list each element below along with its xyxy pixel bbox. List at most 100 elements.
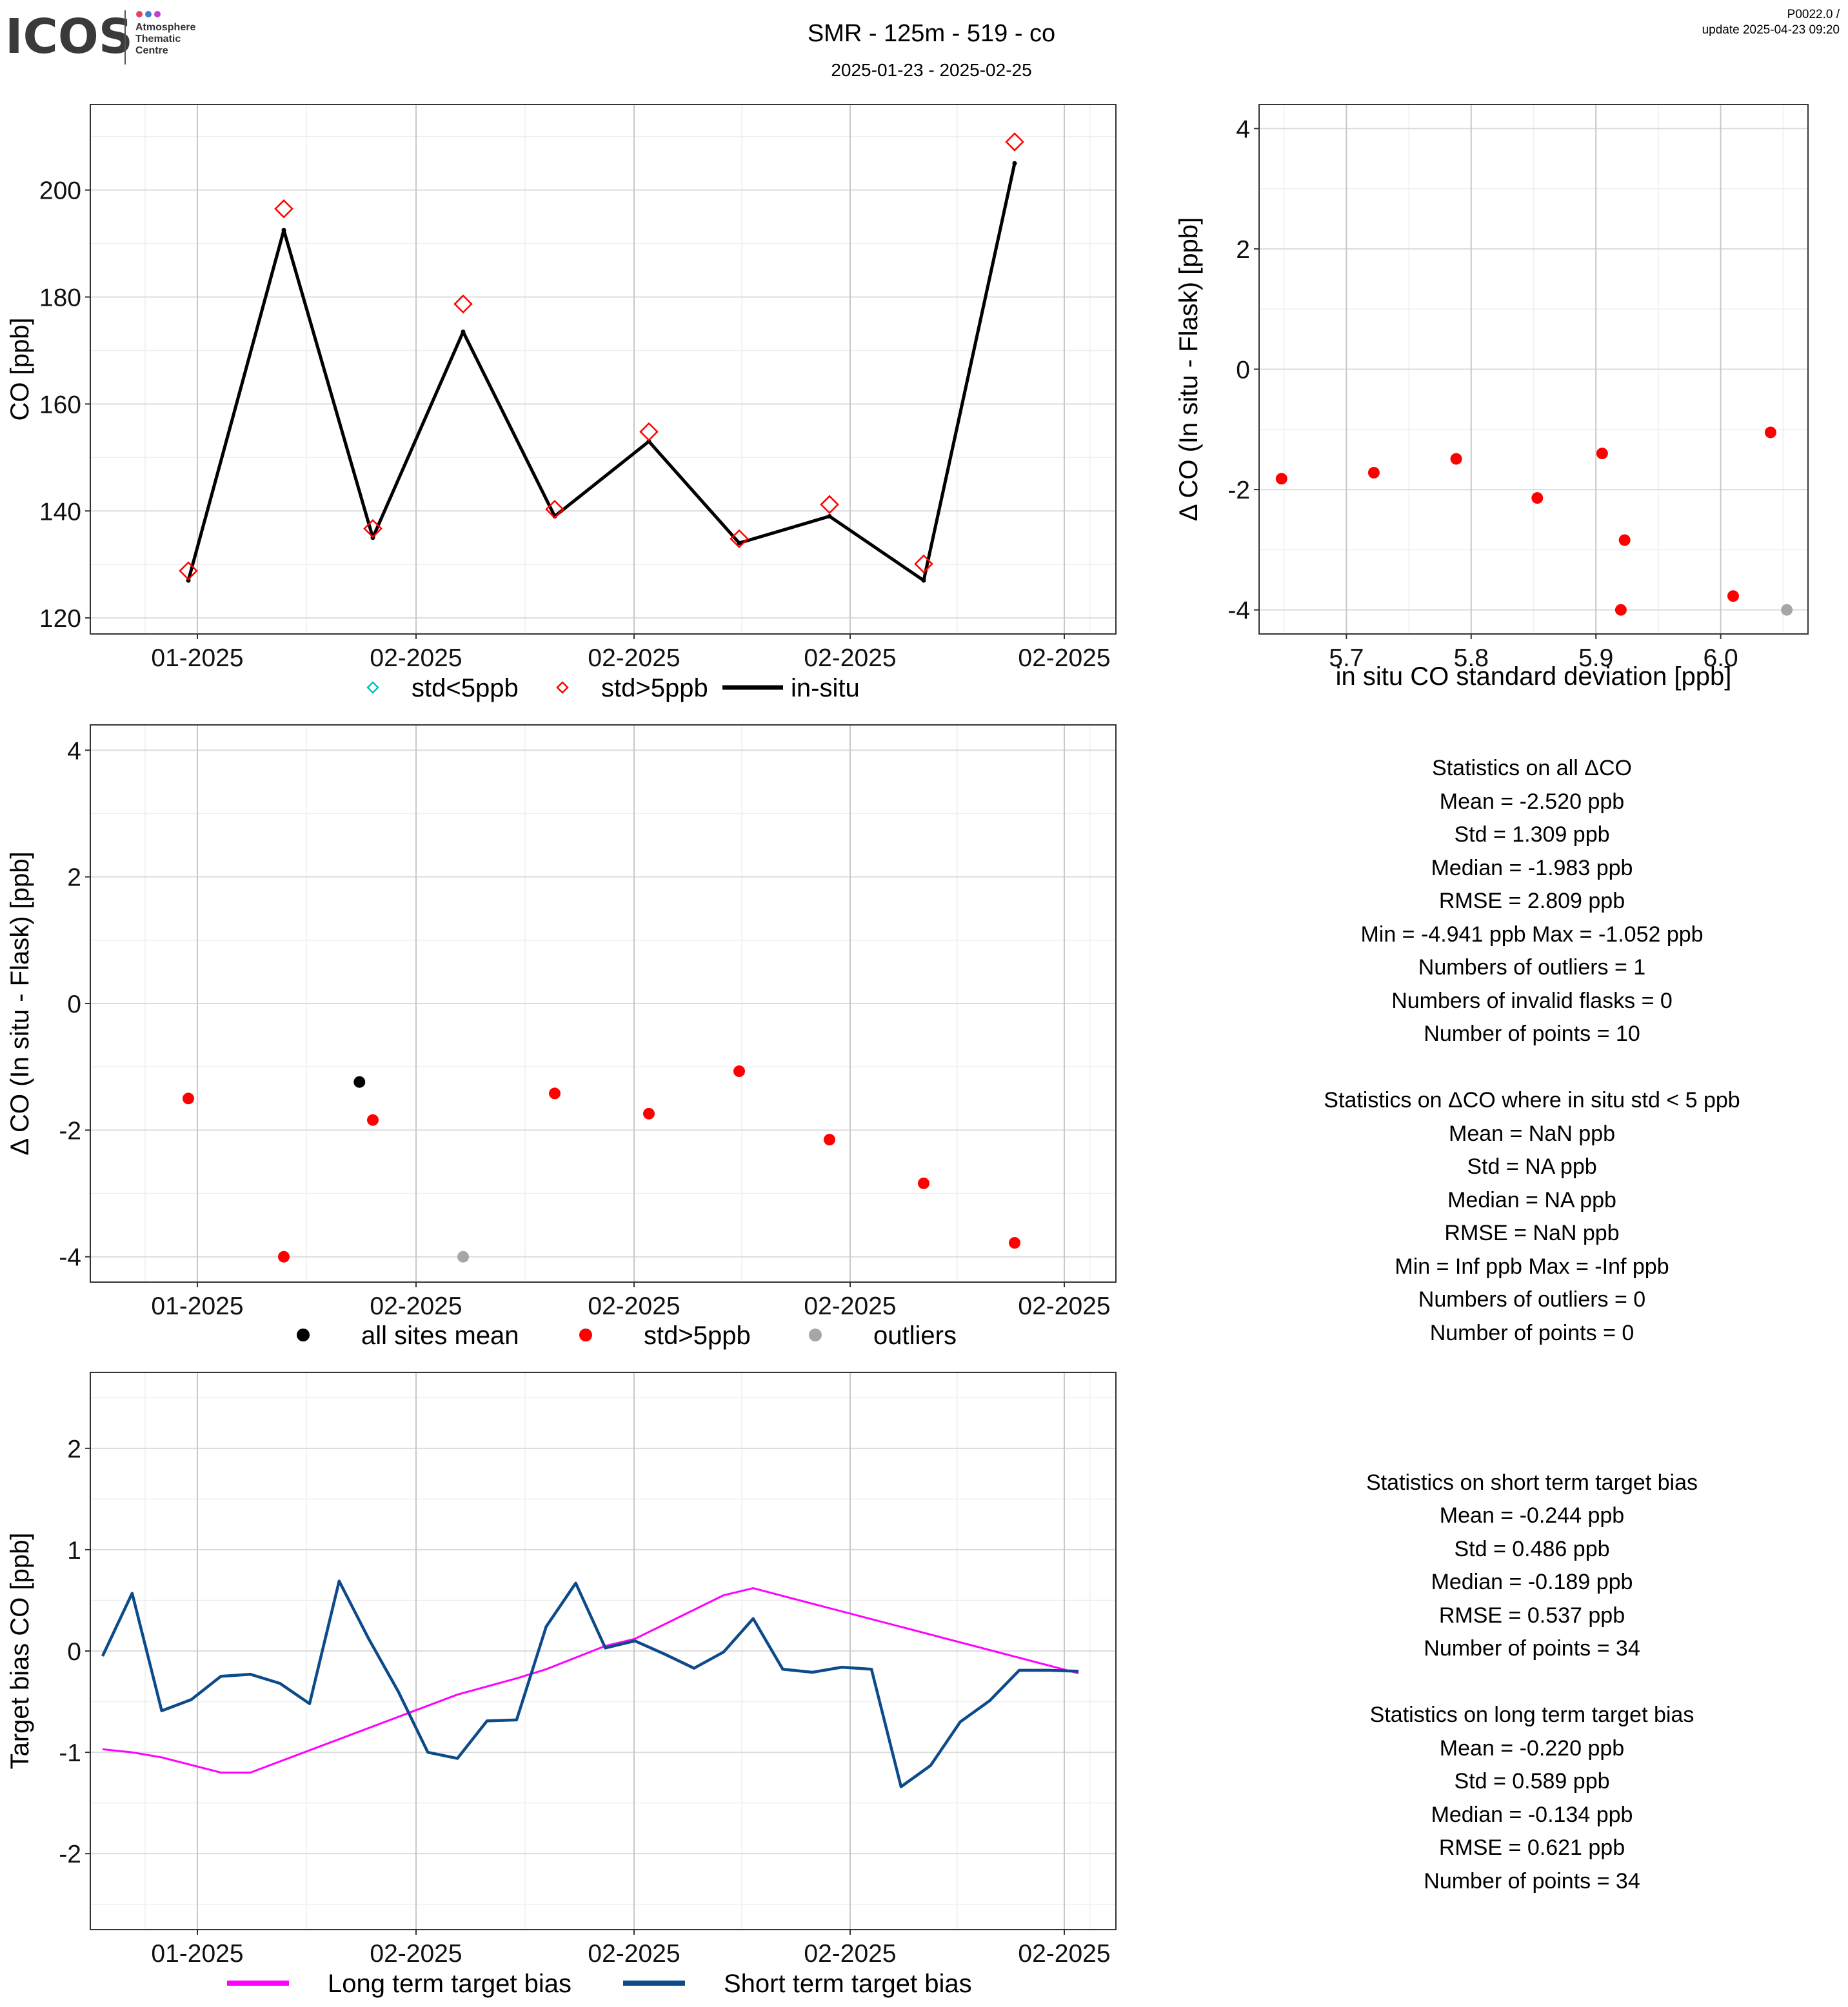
plot-area [90, 104, 1116, 634]
x-tick-label: 01-2025 [151, 1940, 243, 1968]
flask-point [820, 495, 839, 515]
dco-point [1531, 492, 1544, 504]
dco-point [643, 1107, 655, 1120]
legend-key-std-gt5 [556, 681, 569, 694]
dco-timeseries-panel: -4 -2 0 2 4 01-2025 02-2025 02-2025 02-2025 02-20… [6, 724, 1117, 1350]
stats-long-line: Statistics on long term target bias [1370, 1703, 1694, 1727]
y-axis-label: Δ CO (In situ - Flask) [ppb] [1175, 217, 1203, 521]
dco-point [733, 1065, 745, 1078]
stats-short-line: Mean = -0.244 ppb [1440, 1503, 1624, 1528]
co-timeseries-panel: 120 140 160 180 200 01-2025 02-2025 02-2025 02-2… [6, 104, 1117, 702]
insitu-line [186, 163, 1017, 582]
legend-key-outliers [809, 1329, 822, 1341]
dco-vs-std-panel: -4 -2 0 2 4 5.7 5.8 5.9 6.0 Δ CO (In situ - Flask… [1175, 104, 1809, 691]
header: ICOS Atmosphere Thematic Centre SMR - 12… [5, 8, 1840, 80]
flask-point [639, 422, 659, 442]
logo-dot-red [136, 11, 143, 17]
y-tick-label: 4 [67, 737, 81, 765]
stats-lt5-line: RMSE = NaN ppb [1444, 1221, 1619, 1245]
y-tick-label: 1 [67, 1537, 81, 1565]
dco-point [1009, 1237, 1020, 1249]
y-tick-label: 0 [1236, 357, 1250, 384]
legend-label-all-sites-mean: all sites mean [361, 1321, 519, 1350]
legend-key-std-gt5 [579, 1329, 592, 1341]
logo-dot-purple [154, 11, 161, 17]
flask-point [914, 554, 933, 574]
stats-long-line: Mean = -0.220 ppb [1440, 1736, 1624, 1761]
x-tick-label: 5.7 [1329, 644, 1364, 672]
dco-point [1764, 426, 1776, 439]
dco-point [1367, 466, 1380, 479]
x-tick-label: 6.0 [1704, 644, 1738, 672]
y-tick-label: -4 [59, 1244, 81, 1272]
stats-all-line: Std = 1.309 ppb [1454, 822, 1609, 847]
x-tick-label: 01-2025 [151, 1292, 243, 1320]
stats-long-block: Statistics on long term target bias Mean… [1370, 1703, 1694, 1893]
flask-point [453, 294, 473, 314]
logo-sub-3: Centre [135, 45, 168, 56]
stats-long-line: RMSE = 0.621 ppb [1439, 1835, 1625, 1860]
stats-short-line: Median = -0.189 ppb [1431, 1570, 1633, 1594]
x-tick-label: 02-2025 [804, 1292, 896, 1320]
y-axis-label: Δ CO (In situ - Flask) [ppb] [6, 851, 34, 1155]
dco-point [824, 1134, 835, 1146]
x-tick-label: 02-2025 [588, 1940, 680, 1968]
y-tick-label: -2 [59, 1117, 81, 1145]
x-tick-label: 02-2025 [1018, 1292, 1110, 1320]
x-tick-label: 02-2025 [1018, 1940, 1110, 1968]
insitu-point [646, 439, 651, 444]
flask-point [545, 500, 564, 519]
legend-key-all-sites-mean [297, 1329, 310, 1341]
legend-label-long-term: Long term target bias [328, 1970, 571, 1998]
x-tick-label: 02-2025 [804, 1940, 896, 1968]
y-tick-label: -1 [59, 1739, 81, 1767]
x-tick-label: 5.9 [1578, 644, 1613, 672]
stats-lt5-line: Median = NA ppb [1447, 1188, 1616, 1212]
target-bias-panel: -2 -1 0 1 2 01-2025 02-2025 02-2025 02-2025 02-20… [6, 1372, 1117, 1998]
stats-all-line: Numbers of invalid flasks = 0 [1391, 989, 1673, 1013]
insitu-point [827, 514, 832, 519]
y-axis-label: Target bias CO [ppb] [6, 1533, 34, 1770]
legend-key-std-lt5 [366, 681, 379, 694]
x-tick-label: 02-2025 [1018, 644, 1110, 672]
y-tick-label: 2 [67, 1436, 81, 1463]
stats-all-line: RMSE = 2.809 ppb [1439, 889, 1625, 913]
stats-short-line: Statistics on short term target bias [1366, 1470, 1698, 1495]
x-tick-label: 5.8 [1454, 644, 1489, 672]
insitu-point [461, 329, 466, 334]
dco-point [1450, 453, 1462, 465]
stats-short-line: Std = 0.486 ppb [1454, 1537, 1609, 1561]
stats-short-block: Statistics on short term target bias Mea… [1366, 1470, 1698, 1661]
x-tick-label: 02-2025 [370, 644, 462, 672]
dco-point [278, 1251, 290, 1263]
dco-point [1615, 604, 1627, 616]
y-tick-label: 4 [1236, 115, 1250, 143]
x-tick-label: 02-2025 [804, 644, 896, 672]
stats-long-line: Median = -0.134 ppb [1431, 1803, 1633, 1827]
short-term-bias-line [101, 1579, 1079, 1788]
stats-long-line: Number of points = 34 [1424, 1869, 1640, 1893]
dco-point [918, 1177, 929, 1189]
legend-label-std-lt5: std<5ppb [412, 674, 519, 702]
dco-point [1727, 590, 1739, 602]
stats-short-line: Number of points = 34 [1424, 1636, 1640, 1661]
all-sites-mean-point [353, 1076, 366, 1088]
figure-title: SMR - 125m - 519 - co [808, 20, 1055, 47]
dco-point [1596, 448, 1608, 460]
insitu-point [737, 540, 742, 546]
flask-point [363, 519, 383, 539]
x-tick-label: 02-2025 [588, 644, 680, 672]
stats-lt5-line: Std = NA ppb [1467, 1154, 1596, 1179]
insitu-point [281, 228, 286, 233]
stats-all-line: Min = -4.941 ppb Max = -1.052 ppb [1360, 922, 1703, 947]
y-tick-label: -2 [1227, 477, 1250, 504]
insitu-point [1012, 161, 1017, 166]
dco-point [1618, 534, 1631, 546]
x-tick-label: 02-2025 [370, 1940, 462, 1968]
stats-lt5-line: Numbers of outliers = 0 [1418, 1287, 1645, 1312]
stats-long-line: Std = 0.589 ppb [1454, 1769, 1609, 1794]
stats-lt5-line: Mean = NaN ppb [1449, 1122, 1615, 1146]
legend-label-std-gt5: std>5ppb [644, 1321, 751, 1350]
y-tick-label: 160 [39, 391, 81, 419]
logo-word: ICOS [5, 9, 133, 64]
